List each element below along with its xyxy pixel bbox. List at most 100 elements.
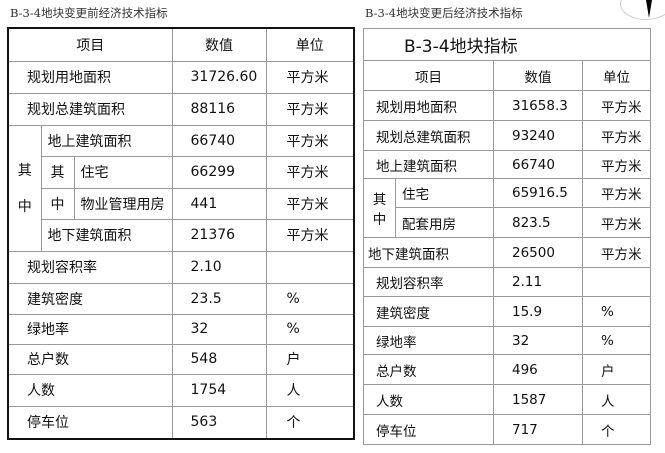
row-unit: 平方米 [265,124,355,157]
row-label: 规划总建筑面积 [7,92,173,126]
row-unit: 平方米 [265,155,355,189]
row-label: 绿地率 [363,326,494,355]
table-row: 地下建筑面积 21376 平方米 [8,218,355,252]
row-label: 人数 [363,384,494,415]
row-label: 规划用地面积 [363,90,494,121]
row-label: 规划容积率 [363,267,494,297]
row-label: 建筑密度 [7,282,173,315]
row-value: 441 [171,187,267,220]
row-label: 物业管理用房 [73,187,173,220]
row-unit: 平方米 [265,92,355,126]
table-row: 规划用地面积 31658.3 平方米 [363,90,652,121]
subgroup-label: 其 [40,155,75,189]
row-unit: 平方米 [265,60,355,94]
table-row: 规划总建筑面积 88116 平方米 [7,92,355,126]
row-label: 住宅 [73,155,173,189]
table-row: 中物业管理用房 441 平方米 [8,187,355,220]
table-row: 绿地率 32% [363,326,652,355]
row-unit [265,250,355,284]
before-indicators-table: 项目 数值 单位 规划用地面积 31726.60 平方米 规划总建筑面积 88116 平方米其中… [7,27,356,440]
table-row: 建筑密度 15.9% [363,296,652,327]
row-label: 住宅 [395,178,494,208]
table-row: 停车位 563 个 [7,405,355,440]
row-unit: 个 [581,414,652,445]
row-value: 93240 [493,120,583,151]
row-value: 717 [493,414,583,445]
row-value: 31726.60 [171,60,267,94]
table-row: 人数 1587 人 [363,384,652,415]
row-unit: 平方米 [265,218,355,252]
row-value: 2.11 [493,267,583,297]
table-row: 规划用地面积 31726.60 平方米 [7,60,355,94]
table-row: 地下建筑面积 26500 平方米 [363,237,652,268]
table-row: 项目 数值 单位 [7,27,355,62]
row-label: 地下建筑面积 [363,237,494,268]
row-value: 26500 [493,237,583,268]
left-caption: B-3-4地块变更前经济技术指标 [10,6,168,20]
row-unit: 人 [581,384,652,415]
row-unit: 个 [265,405,355,440]
row-unit: % [581,296,652,327]
table-row: 规划容积率 2.10 [7,250,355,284]
row-unit: 平方米 [581,90,652,121]
header-unit: 单位 [265,27,355,62]
row-value: 496 [493,354,583,385]
header-value: 数值 [171,27,267,62]
row-label: 地下建筑面积 [40,218,173,252]
table-row: B-3-4地块指标 [362,28,652,61]
group-label: 其中 [7,124,42,252]
compass-decoration [620,0,665,20]
table-row: 其住宅 66299 平方米 [8,155,355,189]
row-value: 65916.5 [493,178,583,208]
table-row: 绿地率 32% [7,313,355,345]
row-value: 88116 [171,92,267,126]
table-row: 总户数 548 户 [7,343,355,375]
row-value: 1587 [493,384,583,415]
row-unit: 平方米 [581,150,652,179]
table-row: 其中地上建筑面积 66740 平方米 [7,124,355,252]
table-row: 人数 1754 人 [7,373,355,407]
row-value: 21376 [171,218,267,252]
header-value: 数值 [493,60,583,91]
table-row: 配套用房 823.5 平方米 [364,207,652,238]
row-label: 总户数 [7,343,173,375]
row-value: 66740 [171,124,267,157]
row-unit: 户 [581,354,652,385]
row-value: 2.10 [171,250,267,284]
group-char: 其 [17,163,32,179]
row-value: 66740 [493,150,583,179]
row-label: 规划总建筑面积 [363,120,494,151]
row-unit: 平方米 [581,237,652,268]
row-value: 548 [171,343,267,375]
row-unit: 户 [265,343,355,375]
row-label: 绿地率 [7,313,173,345]
row-label: 规划容积率 [7,250,173,284]
row-value: 32 [493,326,583,355]
table-row: 地上建筑面积 66740 平方米 [363,150,652,179]
row-value: 1754 [171,373,267,407]
row-label: 总户数 [363,354,494,385]
group-char: 其 [372,192,387,208]
row-label: 规划用地面积 [7,60,173,94]
row-unit [581,267,652,297]
header-unit: 单位 [581,60,652,91]
row-label: 配套用房 [395,207,494,238]
table-row: 总户数 496 户 [363,354,652,385]
row-label: 地上建筑面积 [363,150,494,179]
table-row: 项目 数值 单位 [363,60,652,91]
row-unit: % [265,313,355,345]
row-unit: % [581,326,652,355]
group-char: 中 [17,199,32,215]
table-row: 其中住宅 65916.5 平方米 [363,178,652,238]
row-value: 66299 [171,155,267,189]
table-row: 建筑密度 23.5% [7,282,355,315]
row-unit: % [265,282,355,315]
row-unit: 平方米 [581,120,652,151]
row-value: 31658.3 [493,90,583,121]
subgroup-label: 中 [40,187,75,220]
row-label: 地上建筑面积 [40,124,173,157]
row-unit: 人 [265,373,355,407]
header-item: 项目 [7,27,173,62]
row-unit: 平方米 [581,178,652,208]
row-unit: 平方米 [265,187,355,220]
